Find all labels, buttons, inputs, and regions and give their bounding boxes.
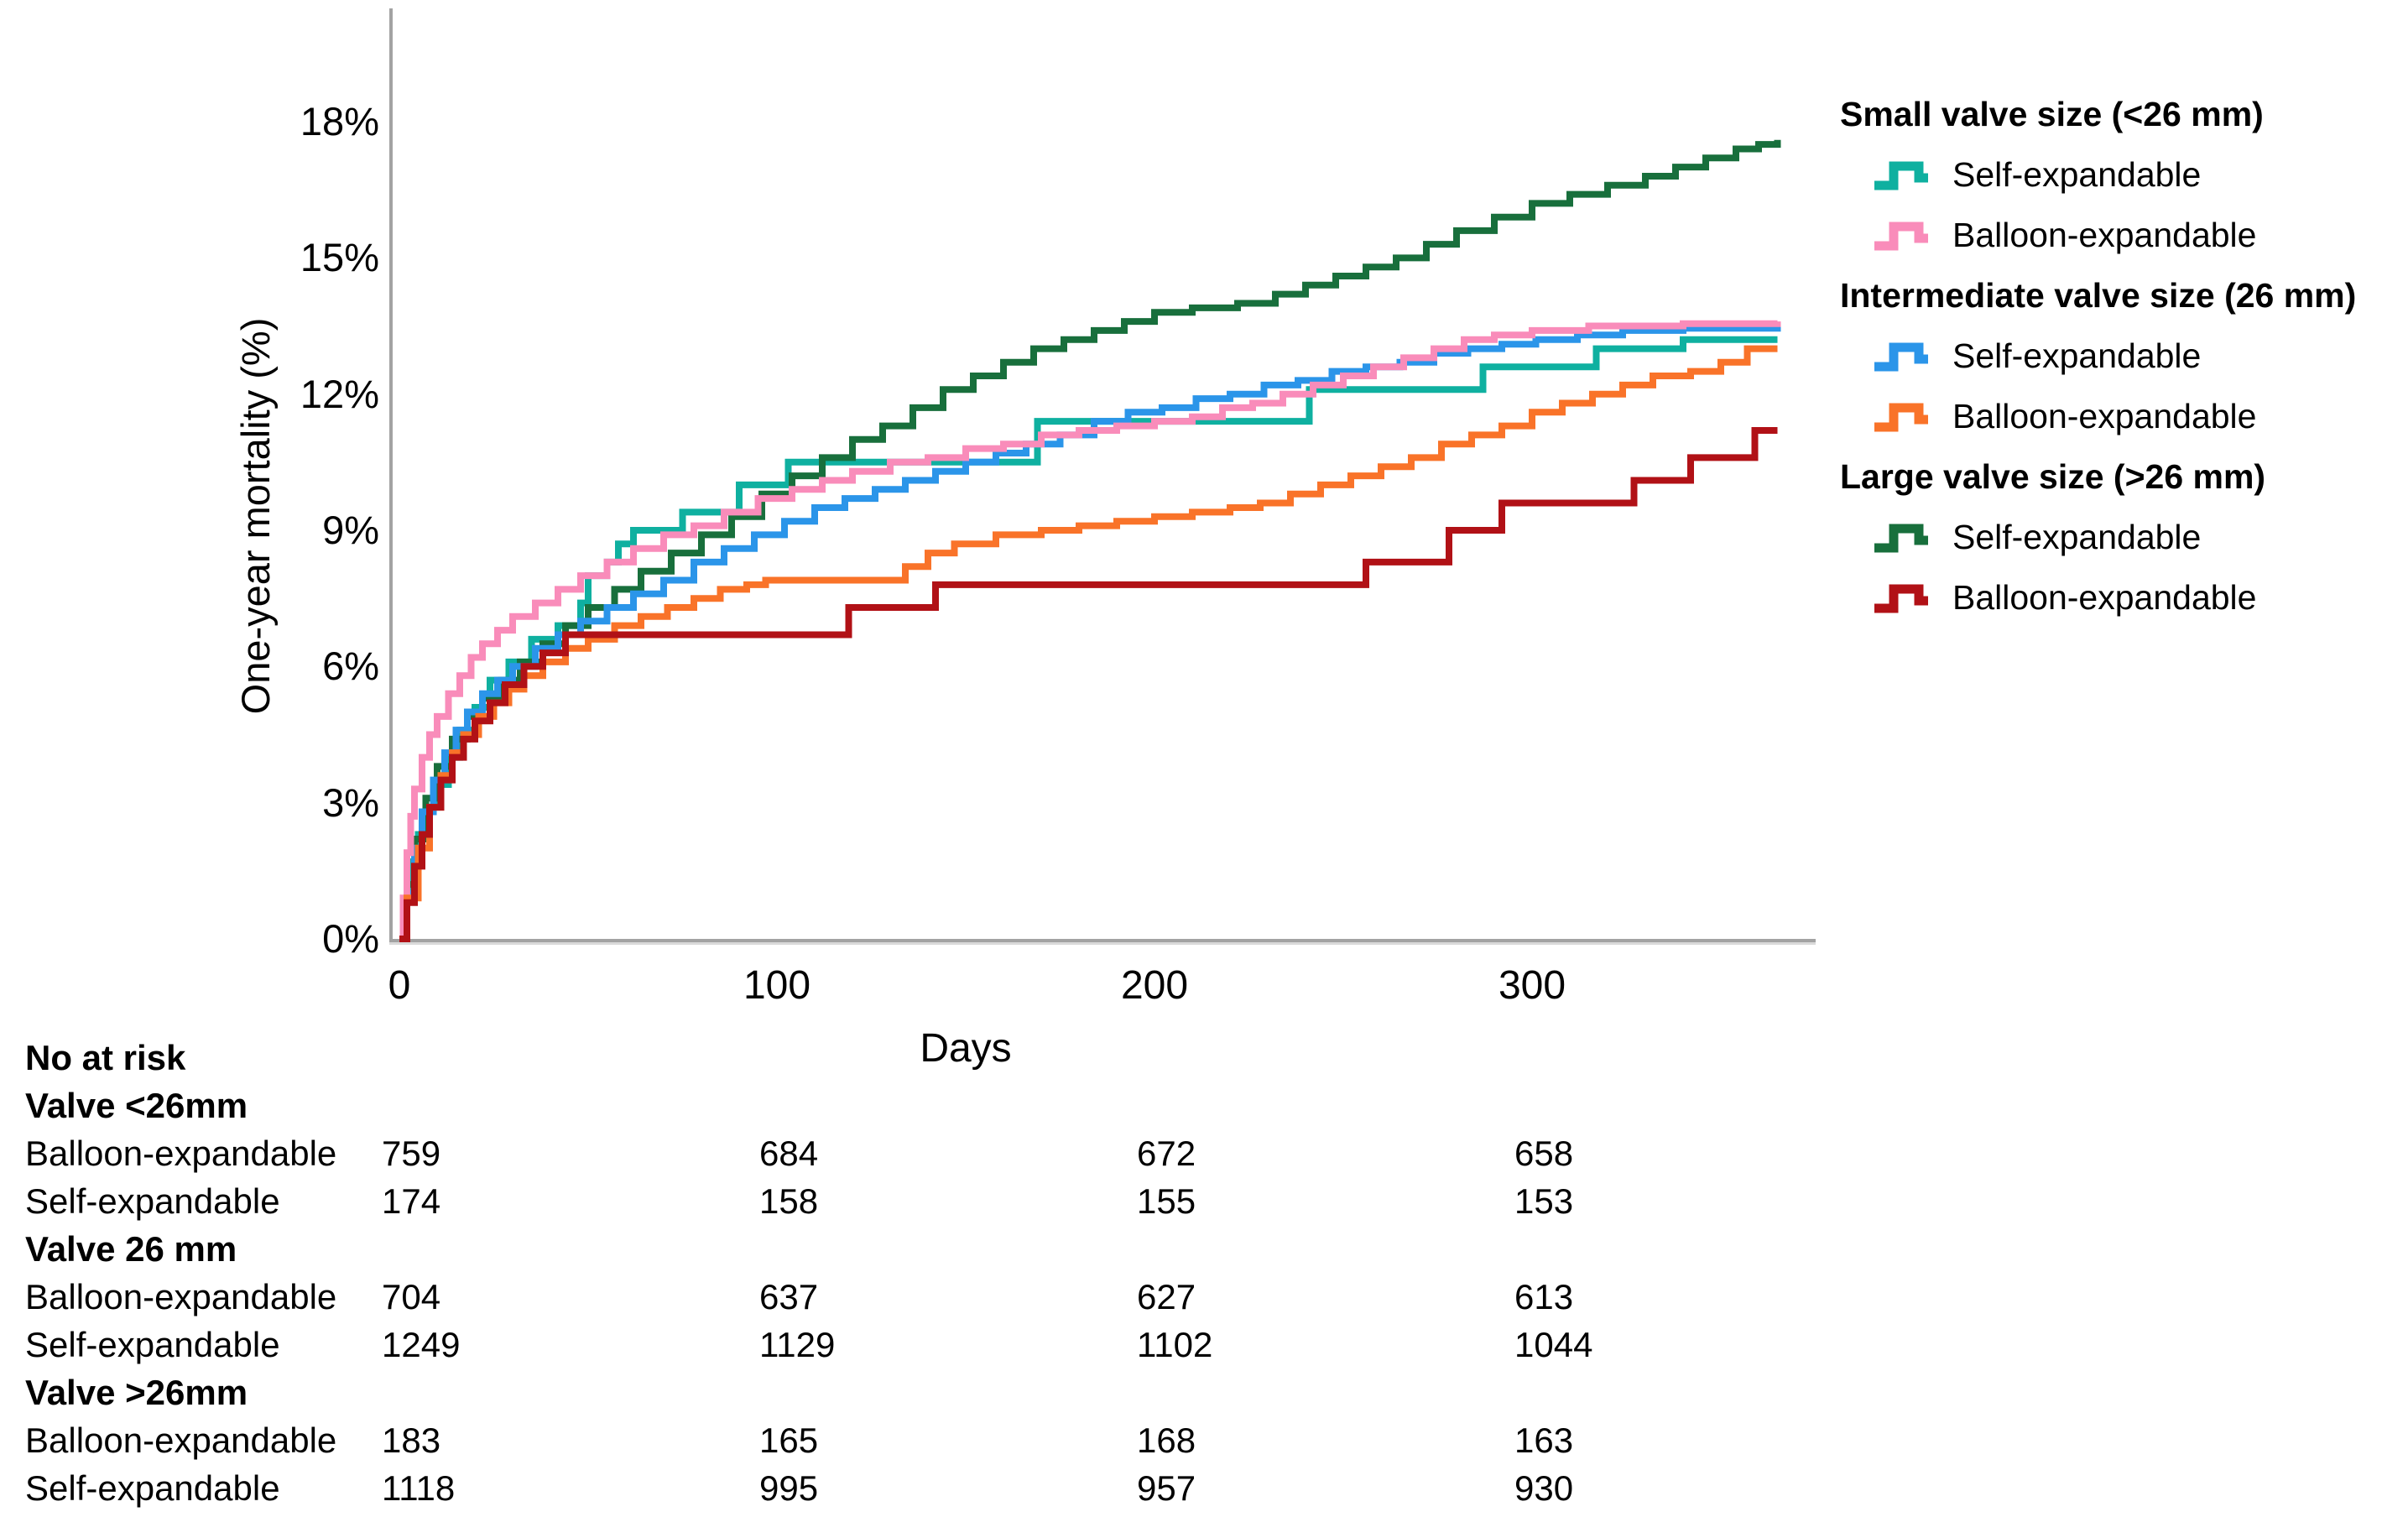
risk-table-row: Self-expandable 1118 995 957 930	[25, 1464, 2391, 1512]
legend-item-label: Balloon-expandable	[1952, 577, 2257, 617]
risk-count: 613	[1514, 1277, 1574, 1316]
legend-group-header: Small valve size (<26 mm)	[1840, 95, 2264, 133]
risk-table-row: Self-expandable 174 158 155 153	[25, 1177, 2391, 1225]
legend-item-large_self: Self-expandable	[1872, 507, 2356, 567]
legend: Small valve size (<26 mm) Self-expandable…	[1840, 84, 2356, 628]
curve-small_balloon	[399, 320, 1781, 942]
risk-row-label: Valve >26mm	[25, 1373, 248, 1412]
x-tick-100: 100	[743, 963, 811, 1008]
legend-step-swatch-icon	[1874, 222, 1928, 251]
legend-step-swatch-icon	[1874, 403, 1928, 432]
y-tick-9%: 9%	[322, 508, 379, 552]
risk-row-label: Valve 26 mm	[25, 1229, 237, 1269]
risk-table-row: Balloon-expandable 704 637 627 613	[25, 1273, 2391, 1321]
risk-count: 658	[1514, 1134, 1574, 1173]
risk-count: 174	[382, 1181, 441, 1221]
y-tick-18%: 18%	[300, 99, 379, 144]
y-tick-15%: 15%	[300, 235, 379, 280]
risk-table-row: Balloon-expandable 759 684 672 658	[25, 1129, 2391, 1177]
risk-row-label: Balloon-expandable	[25, 1277, 337, 1316]
legend-step-swatch-icon	[1874, 161, 1928, 190]
y-axis-line	[389, 8, 393, 943]
risk-count: 1102	[1137, 1325, 1213, 1364]
legend-step-swatch-icon	[1874, 524, 1928, 553]
number-at-risk-table: No at risk Valve <26mm Balloon-expandable 7…	[25, 1034, 2391, 1512]
risk-row-label: No at risk	[25, 1038, 186, 1077]
y-tick-6%: 6%	[322, 644, 379, 689]
risk-count: 957	[1137, 1468, 1196, 1508]
risk-table-header-row: Valve <26mm	[25, 1082, 2391, 1129]
curve-large_self	[399, 139, 1781, 942]
y-tick-12%: 12%	[300, 371, 379, 416]
risk-row-label: Self-expandable	[25, 1468, 280, 1508]
risk-count: 759	[382, 1134, 441, 1173]
legend-item-label: Self-expandable	[1952, 336, 2202, 375]
risk-count: 183	[382, 1421, 441, 1460]
risk-count: 1249	[382, 1325, 461, 1364]
risk-count: 930	[1514, 1468, 1574, 1508]
risk-row-label: Self-expandable	[25, 1325, 280, 1364]
risk-count: 672	[1137, 1134, 1196, 1173]
legend-item-small_self: Self-expandable	[1872, 144, 2356, 205]
legend-step-swatch-icon	[1874, 584, 1928, 613]
legend-group-header: Intermediate valve size (26 mm)	[1840, 276, 2357, 315]
risk-count: 995	[759, 1468, 819, 1508]
risk-row-label: Balloon-expandable	[25, 1134, 337, 1173]
risk-count: 637	[759, 1277, 819, 1316]
risk-table-row: Balloon-expandable 183 165 168 163	[25, 1416, 2391, 1464]
risk-count: 165	[759, 1421, 819, 1460]
risk-table-row: Self-expandable 1249 1129 1102 1044	[25, 1321, 2391, 1368]
risk-count: 704	[382, 1277, 441, 1316]
risk-count: 627	[1137, 1277, 1196, 1316]
legend-item-large_balloon: Balloon-expandable	[1872, 567, 2356, 628]
risk-count: 168	[1137, 1421, 1196, 1460]
risk-count: 1044	[1514, 1325, 1593, 1364]
risk-count: 158	[759, 1181, 819, 1221]
risk-count: 155	[1137, 1181, 1196, 1221]
x-tick-0: 0	[388, 963, 411, 1008]
x-axis-line	[389, 939, 1816, 945]
y-tick-3%: 3%	[322, 779, 379, 825]
y-axis-title: One-year mortality (%)	[233, 317, 278, 715]
legend-group-header: Large valve size (>26 mm)	[1840, 457, 2266, 496]
legend-item-int_self: Self-expandable	[1872, 326, 2356, 386]
risk-row-label: Valve <26mm	[25, 1086, 248, 1125]
risk-count: 153	[1514, 1181, 1574, 1221]
legend-item-int_balloon: Balloon-expandable	[1872, 386, 2356, 446]
x-tick-200: 200	[1120, 963, 1189, 1008]
legend-item-small_balloon: Balloon-expandable	[1872, 205, 2356, 265]
risk-row-label: Self-expandable	[25, 1181, 280, 1221]
risk-count: 1118	[382, 1468, 456, 1508]
risk-table-header-row: Valve >26mm	[25, 1368, 2391, 1416]
risk-table-header-row: Valve 26 mm	[25, 1225, 2391, 1273]
risk-count: 1129	[759, 1325, 836, 1364]
risk-table-header-row: No at risk	[25, 1034, 2391, 1082]
legend-item-label: Self-expandable	[1952, 154, 2202, 194]
legend-item-label: Balloon-expandable	[1952, 215, 2257, 254]
legend-step-swatch-icon	[1874, 342, 1928, 372]
curve-int_self	[399, 325, 1781, 942]
risk-row-label: Balloon-expandable	[25, 1421, 337, 1460]
y-tick-0%: 0%	[322, 916, 379, 961]
curve-large_balloon	[399, 427, 1778, 942]
legend-item-label: Balloon-expandable	[1952, 396, 2257, 435]
risk-count: 684	[759, 1134, 819, 1173]
legend-item-label: Self-expandable	[1952, 517, 2202, 556]
x-tick-300: 300	[1498, 963, 1566, 1008]
x-axis-title: Days	[920, 1026, 1012, 1071]
risk-count: 163	[1514, 1421, 1574, 1460]
